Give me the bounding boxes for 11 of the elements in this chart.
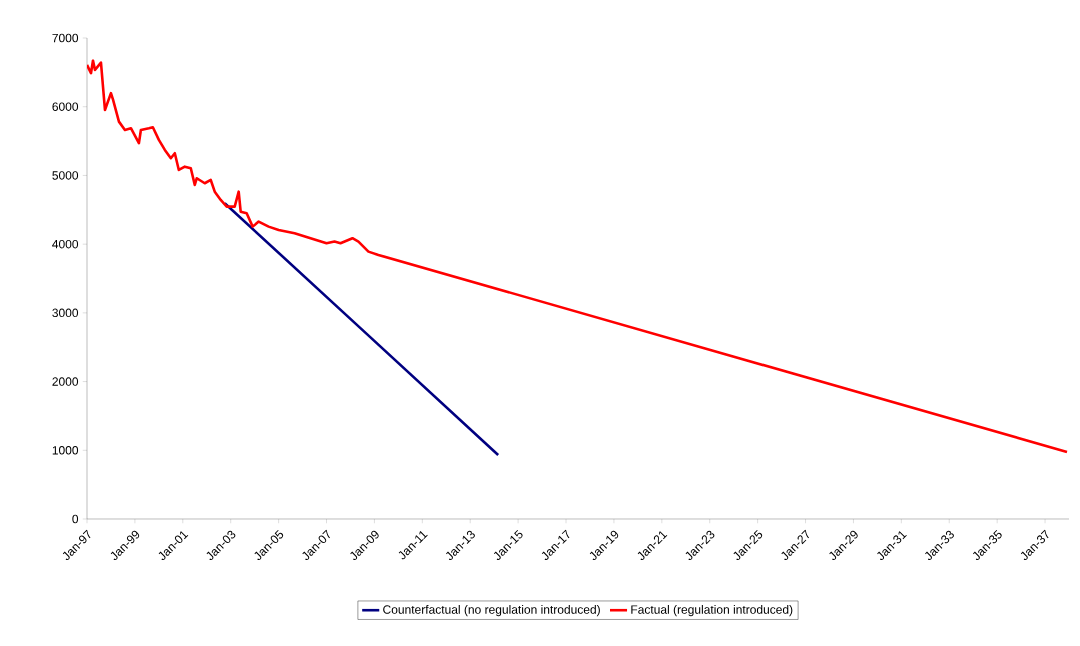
y-tick-label: 4000 (52, 239, 79, 249)
y-tick-label: 6000 (52, 102, 79, 111)
y-tick-label: 7000 (52, 33, 79, 43)
y-tick-label: 3000 (52, 308, 79, 318)
legend-label: Factual (regulation introduced) (631, 604, 793, 617)
y-tick-label: 5000 (52, 171, 79, 180)
legend-label: Counterfactual (no regulation introduced) (383, 604, 600, 617)
y-tick-label: 2000 (52, 377, 79, 386)
line-series (87, 59, 1069, 454)
y-tick-label: 0 (72, 514, 79, 524)
y-tick-label: 1000 (52, 446, 79, 455)
